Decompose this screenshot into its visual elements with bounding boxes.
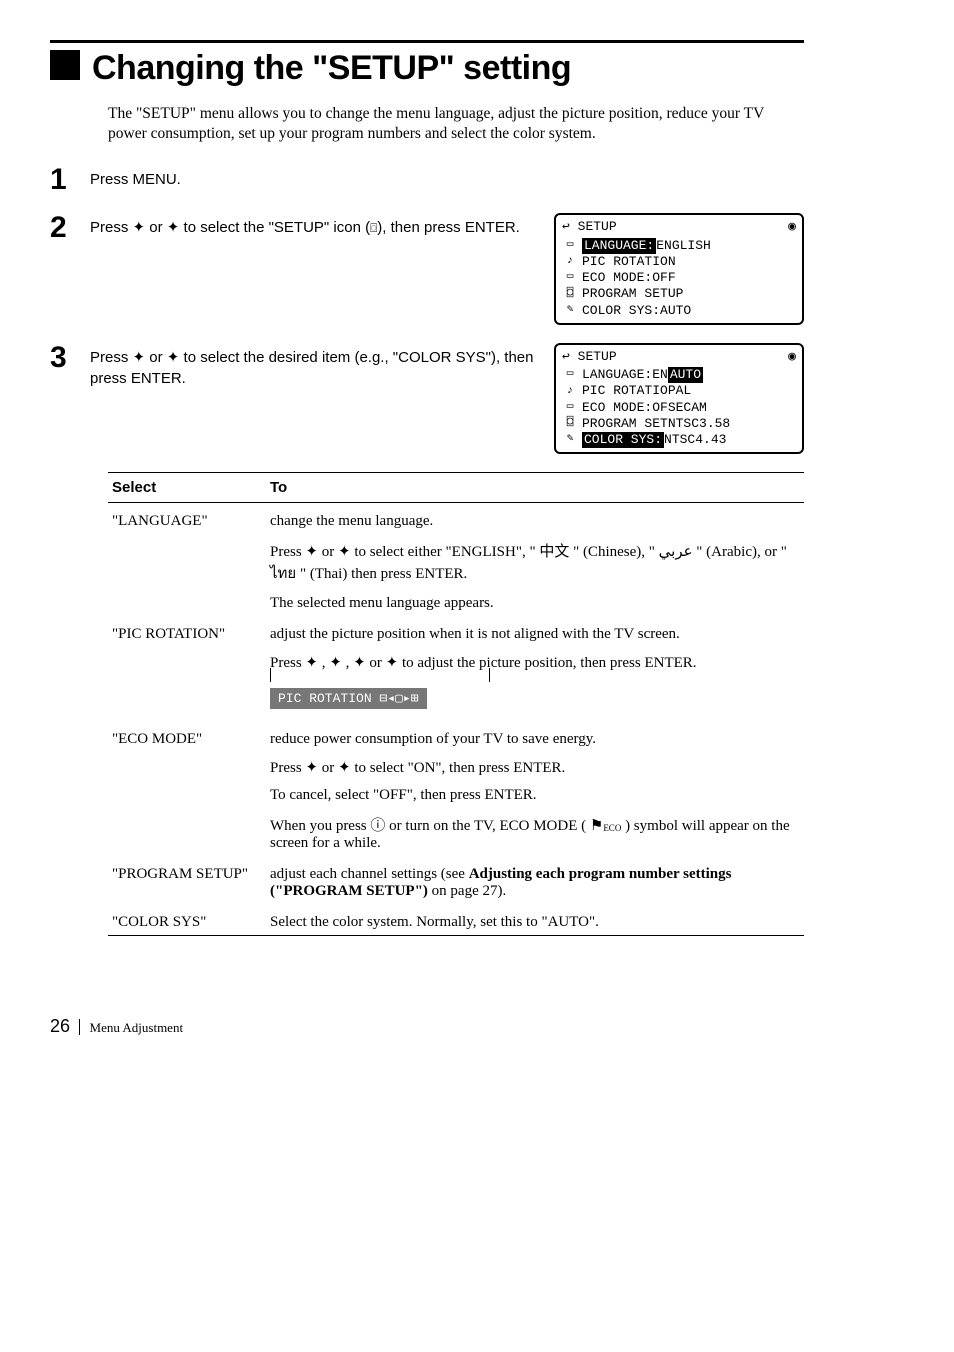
osd2-label-0: LANGUAGE:EN [582, 367, 668, 383]
pic-rotation-indicator: PIC ROTATION ⊟◂▢▸⊞ [270, 688, 427, 709]
table-row: "COLOR SYS" Select the color system. Nor… [108, 904, 804, 936]
step-3-text: Press ✦ or ✦ to select the desired item … [90, 343, 534, 389]
osd1-title-row: ↩ SETUP ◉ [562, 219, 796, 235]
osd2-value-2: SECAM [668, 400, 707, 416]
osd1-value-0: ENGLISH [656, 238, 711, 254]
footer-separator [79, 1019, 80, 1035]
top-rule [50, 40, 804, 43]
heading-text: Changing the "SETUP" setting [92, 49, 571, 87]
up-arrow-icon: ✦ [305, 543, 318, 560]
up-arrow-icon: ✦ [133, 219, 146, 236]
row-programsetup-select: "PROGRAM SETUP" [108, 856, 266, 904]
osd1-title: SETUP [578, 219, 617, 234]
osd2-label-4: COLOR SYS: [582, 432, 664, 448]
table-row: "PROGRAM SETUP" adjust each channel sett… [108, 856, 804, 904]
step-1-number: 1 [50, 165, 90, 195]
osd2-row-1: ♪ PIC ROTATIO PAL [562, 383, 796, 399]
step-2-number: 2 [50, 213, 90, 243]
osd2-icon-3: ⌼ [562, 417, 578, 431]
row-colorsys-select: "COLOR SYS" [108, 904, 266, 936]
step-2-text: Press ✦ or ✦ to select the "SETUP" icon … [90, 213, 534, 238]
th-select: Select [108, 473, 266, 503]
return-icon: ↩ [562, 219, 570, 234]
osd2-title: SETUP [578, 349, 617, 364]
osd-box-1: ↩ SETUP ◉ ▭ LANGUAGE:ENGLISH ♪ PIC ROTATIO… [554, 213, 804, 325]
step-1-text: Press MENU. [90, 165, 804, 190]
footer-section: Menu Adjustment [90, 1020, 184, 1035]
right-arrow-icon: ✦ [329, 654, 342, 671]
down-arrow-icon: ✦ [338, 759, 351, 776]
eco-icon: ⚑ [590, 818, 603, 834]
page-heading: Changing the "SETUP" setting [50, 49, 804, 88]
heading-square-icon [50, 50, 80, 80]
osd1-icon-2: ▭ [562, 271, 578, 285]
row-picrotation-to: adjust the picture position when it is n… [266, 616, 804, 721]
step-2-osd: ↩ SETUP ◉ ▭ LANGUAGE:ENGLISH ♪ PIC ROTATIO… [554, 213, 804, 325]
osd1-icon-1: ♪ [562, 255, 578, 269]
osd1-label-4: COLOR SYS:AUTO [582, 303, 691, 319]
osd2-label-2: ECO MODE:OF [582, 400, 668, 416]
osd1-icon-0: ▭ [562, 239, 578, 253]
osd2-label-1: PIC ROTATIO [582, 383, 668, 399]
osd2-icon-0: ▭ [562, 368, 578, 382]
osd2-icon-2: ▭ [562, 401, 578, 415]
up-arrow-icon: ✦ [133, 349, 146, 366]
up-arrow-icon: ✦ [305, 759, 318, 776]
osd1-label-0: LANGUAGE: [582, 238, 656, 254]
row-ecomode-to: reduce power consumption of your TV to s… [266, 721, 804, 856]
table-row: "LANGUAGE" change the menu language. Pre… [108, 503, 804, 617]
left-arrow-icon: ✦ [386, 654, 399, 671]
osd1-icon-3: ⌼ [562, 288, 578, 302]
up-arrow-icon: ✦ [305, 654, 318, 671]
osd2-row-2: ▭ ECO MODE:OF SECAM [562, 400, 796, 416]
osd1-label-2: ECO MODE:OFF [582, 270, 676, 286]
step-3-number: 3 [50, 343, 90, 373]
table-row: "PIC ROTATION" adjust the picture positi… [108, 616, 804, 721]
row-picrotation-select: "PIC ROTATION" [108, 616, 266, 721]
row-language-to: change the menu language. Press ✦ or ✦ t… [266, 503, 804, 617]
osd2-row-0: ▭ LANGUAGE:EN AUTO [562, 367, 796, 383]
down-arrow-icon: ✦ [167, 219, 180, 236]
down-arrow-icon: ✦ [167, 349, 180, 366]
osd1-row-4: ✎ COLOR SYS:AUTO [562, 303, 796, 319]
osd1-icon-4: ✎ [562, 304, 578, 318]
row-programsetup-to: adjust each channel settings (see Adjust… [266, 856, 804, 904]
table-row: "ECO MODE" reduce power consumption of y… [108, 721, 804, 856]
eye-icon: ◉ [788, 349, 796, 365]
osd2-row-3: ⌼ PROGRAM SET NTSC3.58 [562, 416, 796, 432]
info-icon: ⓘ [370, 818, 385, 834]
osd2-icon-1: ♪ [562, 385, 578, 399]
page-footer: 26 Menu Adjustment [50, 1016, 804, 1037]
osd2-value-0: AUTO [668, 367, 703, 383]
osd1-row-1: ♪ PIC ROTATION [562, 254, 796, 270]
osd2-icon-4: ✎ [562, 433, 578, 447]
osd1-row-0: ▭ LANGUAGE:ENGLISH [562, 238, 796, 254]
row-colorsys-to: Select the color system. Normally, set t… [266, 904, 804, 936]
row-language-select: "LANGUAGE" [108, 503, 266, 617]
th-to: To [266, 473, 804, 503]
osd1-row-2: ▭ ECO MODE:OFF [562, 270, 796, 286]
osd-box-2: ↩ SETUP ◉ ▭ LANGUAGE:EN AUTO ♪ PIC ROTATIO… [554, 343, 804, 455]
step-2: 2 Press ✦ or ✦ to select the "SETUP" ico… [50, 213, 804, 325]
osd1-label-1: PIC ROTATION [582, 254, 676, 270]
down-arrow-icon: ✦ [353, 654, 366, 671]
osd2-row-4: ✎ COLOR SYS: NTSC4.43 [562, 432, 796, 448]
osd1-label-3: PROGRAM SETUP [582, 286, 683, 302]
osd2-value-4: NTSC4.43 [664, 432, 726, 448]
return-icon: ↩ [562, 349, 570, 364]
osd2-title-row: ↩ SETUP ◉ [562, 349, 796, 365]
step-1: 1 Press MENU. [50, 165, 804, 195]
osd1-row-3: ⌼ PROGRAM SETUP [562, 286, 796, 302]
down-arrow-icon: ✦ [338, 543, 351, 560]
intro-paragraph: The "SETUP" menu allows you to change th… [108, 104, 804, 146]
eye-icon: ◉ [788, 219, 796, 235]
osd2-value-1: PAL [668, 383, 691, 399]
osd2-label-3: PROGRAM SET [582, 416, 668, 432]
osd2-value-3: NTSC3.58 [668, 416, 730, 432]
page-number: 26 [50, 1016, 70, 1036]
step-3: 3 Press ✦ or ✦ to select the desired ite… [50, 343, 804, 455]
settings-table: Select To "LANGUAGE" change the menu lan… [108, 472, 804, 936]
row-ecomode-select: "ECO MODE" [108, 721, 266, 856]
step-3-osd: ↩ SETUP ◉ ▭ LANGUAGE:EN AUTO ♪ PIC ROTATIO… [554, 343, 804, 455]
